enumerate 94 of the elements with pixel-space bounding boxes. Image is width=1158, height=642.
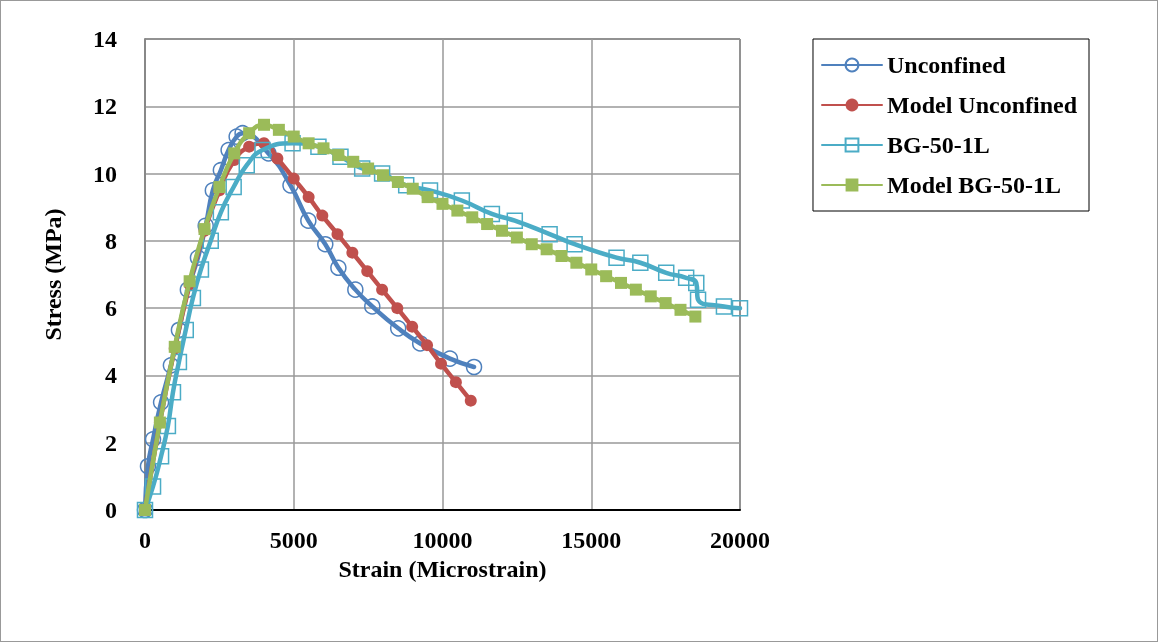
point — [510, 231, 523, 244]
point — [302, 191, 315, 204]
point — [629, 283, 642, 296]
point — [238, 156, 255, 174]
point — [483, 205, 501, 223]
point — [659, 297, 672, 310]
point — [144, 478, 162, 495]
point — [391, 175, 404, 188]
point — [644, 290, 657, 303]
point — [481, 218, 494, 231]
point — [421, 191, 434, 204]
point — [254, 141, 271, 159]
legend-label: Model BG-50-1L — [886, 172, 1061, 198]
point — [159, 417, 177, 435]
point — [317, 142, 330, 155]
point — [152, 394, 170, 411]
point — [421, 339, 434, 352]
y-tick-label: 4 — [105, 362, 117, 389]
y-tick-label: 2 — [105, 429, 117, 456]
point — [608, 249, 625, 266]
legend-label: Model Unconfined — [886, 92, 1078, 118]
point — [258, 118, 270, 131]
point — [300, 212, 317, 229]
point — [271, 152, 284, 165]
point — [287, 130, 300, 143]
point — [600, 270, 613, 283]
point — [406, 320, 419, 333]
point — [144, 431, 162, 448]
y-axis-title: Stress (MPa) — [40, 208, 66, 341]
point — [496, 224, 508, 237]
point — [302, 137, 315, 150]
point — [715, 298, 733, 315]
point — [331, 228, 344, 241]
point — [541, 225, 558, 243]
x-tick-label: 20000 — [710, 527, 770, 553]
point — [332, 149, 345, 162]
point — [466, 211, 479, 224]
y-tick-label: 14 — [93, 26, 117, 52]
point — [225, 178, 242, 196]
point — [347, 155, 360, 168]
point — [464, 394, 477, 407]
point — [731, 299, 749, 317]
point — [465, 358, 483, 376]
point — [555, 250, 568, 262]
point — [688, 274, 705, 292]
point — [451, 204, 464, 217]
point — [436, 197, 449, 210]
y-tick-label: 0 — [105, 497, 117, 523]
point — [570, 256, 583, 269]
point — [373, 165, 391, 182]
point — [347, 281, 364, 298]
x-tick-label: 5000 — [269, 527, 318, 553]
point — [389, 320, 407, 337]
x-tick-label: 0 — [139, 527, 151, 553]
y-tick-label: 6 — [105, 295, 117, 322]
point — [674, 303, 687, 316]
point — [689, 291, 707, 308]
point — [677, 269, 695, 287]
point — [506, 212, 524, 229]
point — [212, 204, 230, 221]
point — [453, 192, 471, 209]
point — [632, 254, 649, 271]
point — [615, 276, 627, 289]
point — [361, 265, 374, 278]
point — [449, 376, 462, 389]
legend-label: Unconfined — [886, 52, 1007, 78]
point — [364, 298, 381, 315]
point — [566, 235, 583, 253]
point — [376, 283, 389, 296]
y-tick-label: 12 — [93, 93, 117, 120]
point — [272, 123, 285, 136]
point — [441, 350, 459, 367]
point — [316, 209, 329, 222]
point — [525, 238, 538, 251]
y-tick-label: 8 — [105, 227, 117, 254]
point — [243, 127, 256, 140]
x-axis-title: Strain (Microstrain) — [338, 555, 547, 582]
legend-label: BG-50-1L — [886, 132, 990, 158]
point — [689, 310, 702, 323]
point — [391, 302, 404, 315]
point — [287, 172, 300, 185]
x-tick-label: 10000 — [412, 527, 473, 553]
point — [585, 263, 598, 276]
point — [411, 335, 429, 352]
point — [139, 458, 157, 475]
point — [657, 264, 675, 282]
point — [346, 246, 359, 259]
y-tick-label: 10 — [93, 160, 117, 187]
x-tick-label: 15000 — [561, 527, 622, 553]
point — [330, 259, 347, 277]
point — [243, 140, 256, 153]
point — [540, 243, 553, 256]
point — [317, 235, 334, 253]
point — [435, 357, 448, 370]
